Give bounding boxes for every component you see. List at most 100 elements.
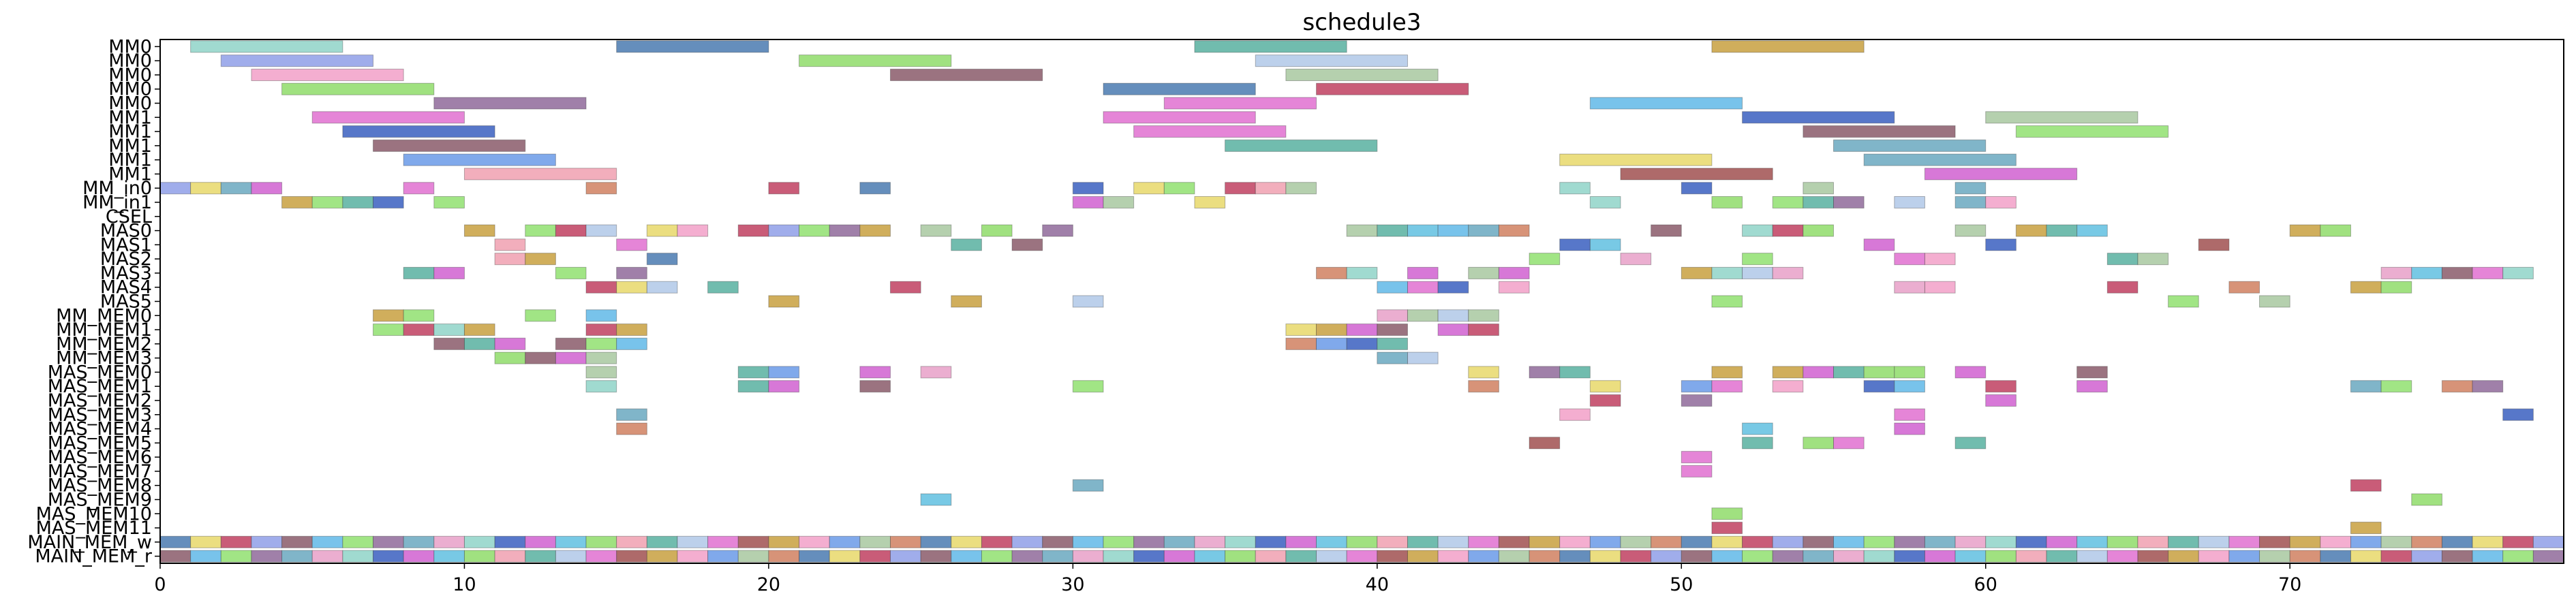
y-tick-label: MM_MEM2: [56, 334, 152, 355]
task-bar: [2076, 224, 2108, 237]
task-bar: [616, 281, 647, 294]
task-bar: [220, 550, 252, 563]
task-bar: [1011, 550, 1043, 563]
task-bar: [433, 195, 465, 209]
task-bar: [1863, 153, 2017, 166]
task-bar: [1985, 380, 2017, 393]
y-tick-label: MM_MEM0: [56, 305, 152, 326]
task-bar: [1133, 535, 1165, 548]
task-bar: [494, 535, 526, 548]
task-bar: [2168, 535, 2199, 548]
task-bar: [1377, 324, 1408, 336]
task-bar: [1681, 182, 1713, 195]
task-bar: [1316, 535, 1347, 548]
task-bar: [1772, 366, 1804, 379]
task-bar: [1772, 380, 1804, 393]
task-bar: [1498, 266, 1530, 279]
task-bar: [737, 366, 769, 379]
task-bar: [1529, 535, 1561, 548]
task-bar: [1803, 195, 1835, 209]
task-bar: [1225, 550, 1256, 563]
task-bar: [2137, 550, 2169, 563]
task-bar: [1133, 125, 1287, 138]
y-tick-label: CSEL: [106, 206, 152, 227]
task-bar: [251, 68, 404, 81]
task-bar: [555, 224, 587, 237]
task-bar: [1742, 111, 1895, 124]
task-bar: [768, 224, 800, 237]
task-bar: [1772, 550, 1804, 563]
task-bar: [859, 366, 891, 379]
task-bar: [1498, 550, 1530, 563]
task-bar: [920, 366, 952, 379]
task-bar: [1833, 550, 1865, 563]
task-bar: [1011, 535, 1043, 548]
task-bar: [525, 351, 556, 364]
task-bar: [707, 535, 739, 548]
task-bar: [494, 550, 526, 563]
task-bar: [1894, 422, 1925, 435]
task-bar: [1194, 535, 1226, 548]
task-bar: [1316, 337, 1347, 350]
task-bar: [2472, 266, 2504, 279]
task-bar: [1529, 550, 1561, 563]
task-bar: [1163, 535, 1195, 548]
task-bar: [1620, 550, 1652, 563]
x-tick-label: 20: [757, 574, 780, 595]
task-bar: [1742, 550, 1773, 563]
task-bar: [281, 535, 313, 548]
task-bar: [494, 337, 526, 350]
task-bar: [920, 535, 952, 548]
task-bar: [251, 550, 283, 563]
task-bar: [1803, 224, 1835, 237]
task-bar: [1285, 182, 1317, 195]
task-bar: [1985, 550, 2017, 563]
task-bar: [768, 182, 800, 195]
task-bar: [1377, 351, 1408, 364]
task-bar: [1924, 253, 1956, 266]
x-tick-label: 0: [154, 574, 166, 595]
task-bar: [1681, 266, 1713, 279]
task-bar: [2320, 550, 2351, 563]
y-tick-label: MM1: [108, 163, 152, 185]
task-bar: [1863, 366, 1895, 379]
task-bar: [190, 182, 221, 195]
task-bar: [1589, 238, 1621, 251]
y-tick-label: MM_MEM3: [56, 348, 152, 369]
task-bar: [1407, 266, 1439, 279]
task-bar: [1163, 182, 1195, 195]
task-bar: [1377, 224, 1408, 237]
task-bar: [1103, 535, 1135, 548]
task-bar: [190, 550, 221, 563]
task-bar: [1772, 535, 1804, 548]
task-bar: [1498, 224, 1530, 237]
task-bar: [1468, 224, 1499, 237]
task-bar: [311, 535, 343, 548]
task-bar: [1072, 182, 1104, 195]
task-bar: [555, 535, 587, 548]
task-bar: [1894, 535, 1925, 548]
task-bar: [1103, 111, 1256, 124]
task-bar: [1103, 82, 1256, 95]
y-tick-label: MAS_MEM7: [48, 461, 152, 482]
task-bar: [1103, 550, 1135, 563]
task-bar: [2411, 535, 2442, 548]
task-bar: [1772, 195, 1804, 209]
task-bar: [463, 550, 495, 563]
plot-frame: [159, 39, 2564, 564]
task-bar: [585, 380, 617, 393]
task-bar: [768, 550, 800, 563]
task-bar: [1255, 535, 1287, 548]
task-bar: [1803, 437, 1835, 450]
task-bar: [1011, 238, 1043, 251]
task-bar: [2198, 535, 2230, 548]
task-bar: [1437, 281, 1469, 294]
task-bar: [1833, 366, 1865, 379]
y-tick-label: MAS0: [100, 221, 152, 242]
task-bar: [1346, 224, 1378, 237]
task-bar: [494, 238, 526, 251]
x-tick-label: 70: [2278, 574, 2301, 595]
task-bar: [1894, 366, 1925, 379]
bars-layer: [159, 40, 2564, 563]
